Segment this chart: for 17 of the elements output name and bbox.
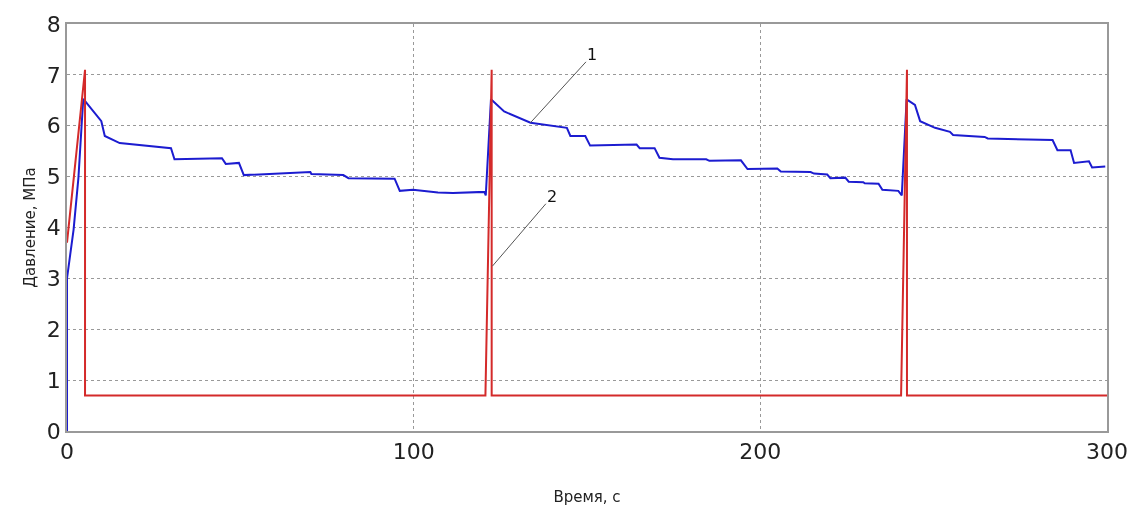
line-series — [67, 97, 1107, 431]
y-tick-label: 7 — [46, 62, 61, 88]
x-tick-label: 300 — [1086, 439, 1128, 465]
y-tick-label: 0 — [46, 418, 61, 444]
annotation: 2 — [547, 187, 558, 206]
y-axis-title: Давление, МПа — [20, 167, 39, 288]
x-tick-label: 100 — [392, 439, 435, 465]
y-tick-label: 8 — [46, 11, 61, 37]
annotation: 1 — [587, 45, 598, 64]
y-tick-label: 6 — [46, 113, 61, 139]
y-tick-label: 2 — [46, 316, 61, 342]
y-tick-label: 3 — [46, 266, 61, 292]
y-tick-label: 1 — [46, 367, 61, 393]
x-tick-label: 200 — [739, 439, 782, 465]
y-tick-label: 4 — [46, 215, 61, 241]
y-tick-label: 5 — [46, 164, 61, 190]
x-axis-title: Время, с — [553, 487, 621, 506]
